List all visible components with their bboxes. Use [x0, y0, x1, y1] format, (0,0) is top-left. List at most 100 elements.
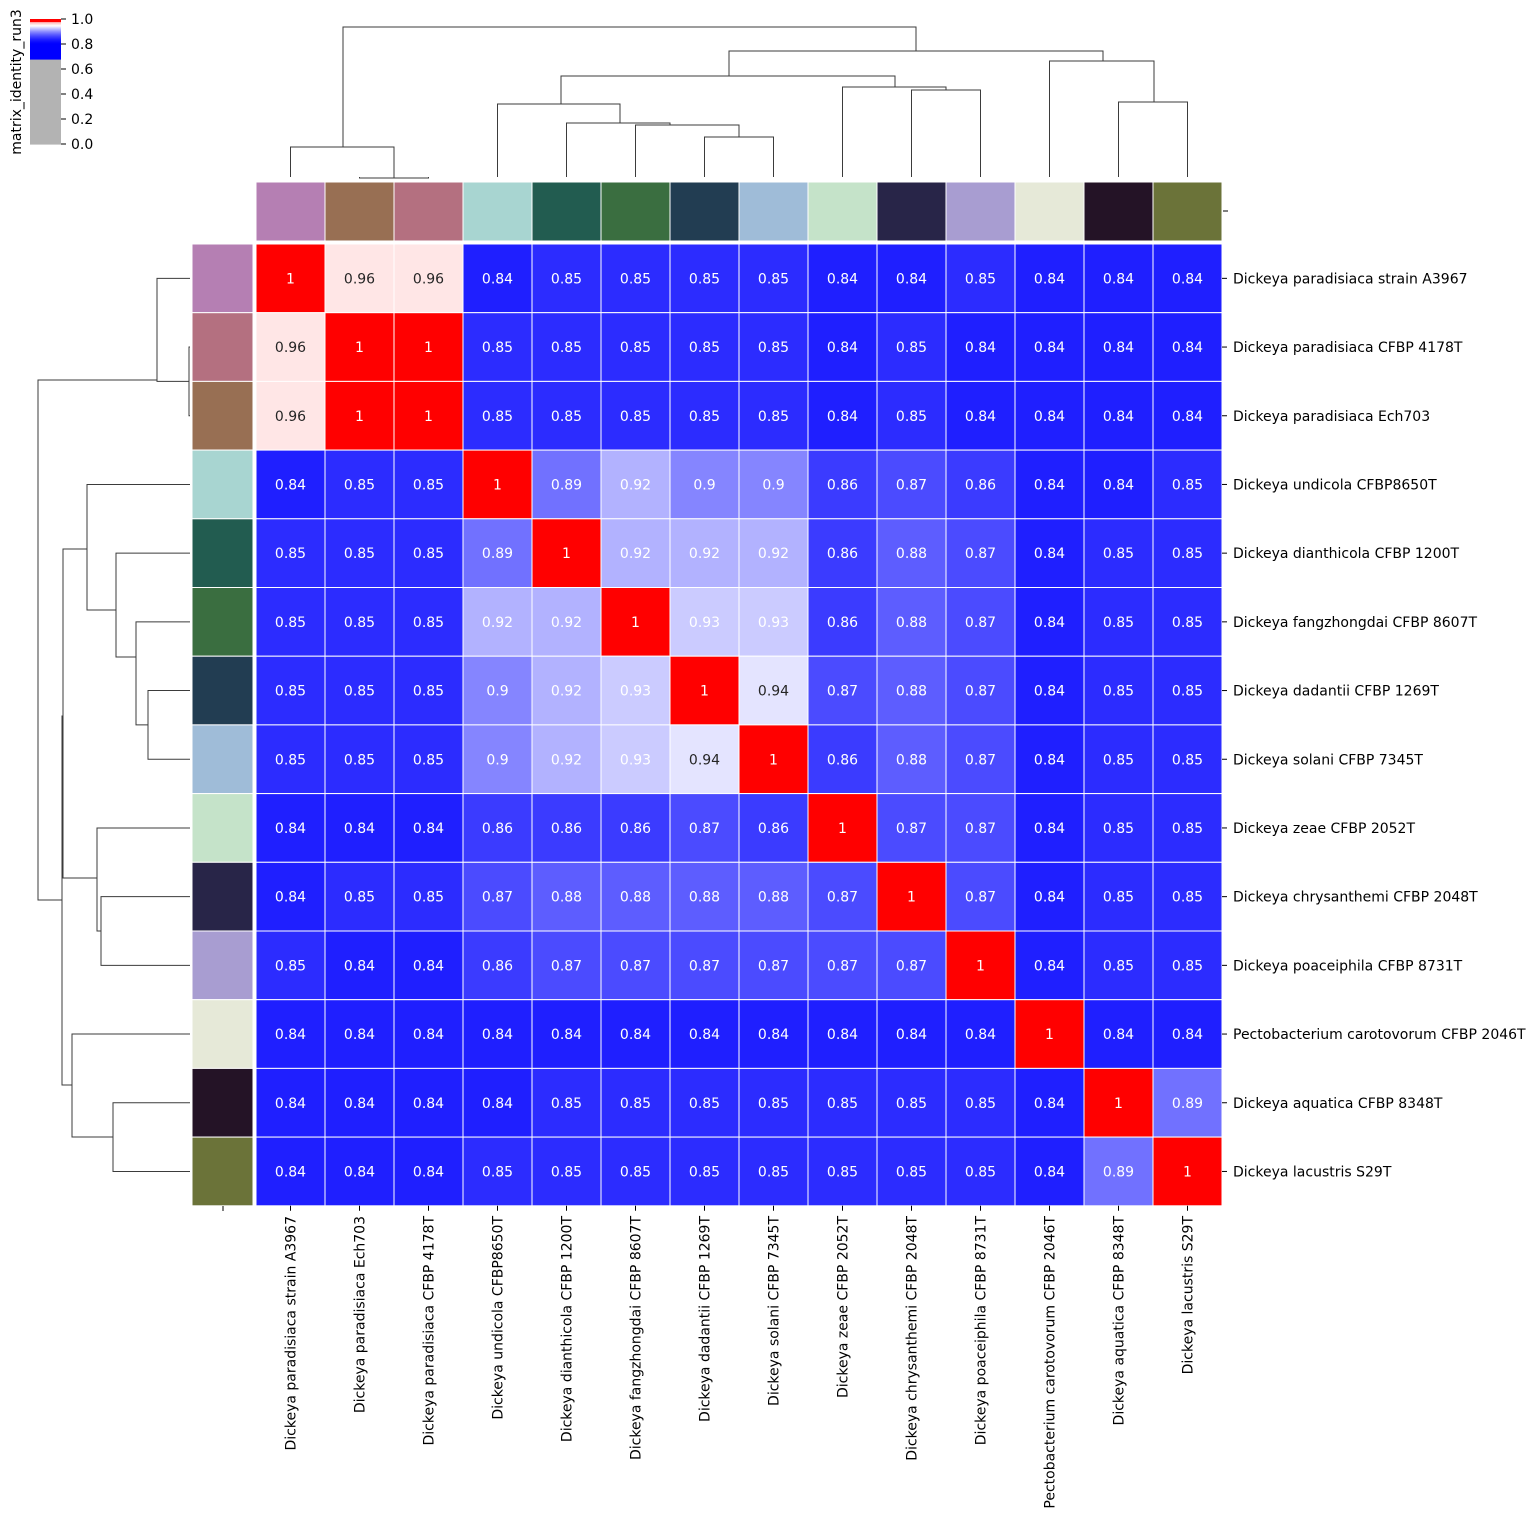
cell-value-label: 0.84: [1034, 890, 1065, 906]
cell-value-label: 0.85: [1103, 958, 1134, 974]
column-color-swatch: [1152, 181, 1223, 242]
column-label: Dickeya zeae CFBP 2052T: [836, 1216, 852, 1398]
row-label: Dickeya dadantii CFBP 1269T: [1233, 684, 1439, 700]
heatmap-cell: [255, 243, 326, 314]
heatmap-cell: [531, 724, 602, 795]
heatmap-cell: [531, 243, 602, 314]
cell-value-label: 0.85: [413, 752, 444, 768]
cell-value-label: 0.89: [1172, 1096, 1203, 1112]
cell-value-label: 1: [424, 340, 433, 356]
cell-value-label: 0.85: [1103, 752, 1134, 768]
column-color-swatch: [738, 181, 809, 242]
heatmap-cell: [600, 793, 671, 863]
cell-value-label: 0.85: [620, 271, 651, 287]
heatmap-cell: [1152, 518, 1223, 588]
cell-value-label: 0.84: [482, 271, 513, 287]
row-label: Pectobacterium carotovorum CFBP 2046T: [1233, 1027, 1526, 1043]
heatmap-cell: [255, 1067, 326, 1138]
row-dendrogram: [37, 277, 190, 1172]
row-color-swatch: [191, 999, 254, 1069]
colorbar-tick-label: 0.4: [71, 87, 93, 103]
cell-value-label: 0.87: [965, 752, 996, 768]
heatmap-cell: [807, 861, 878, 932]
heatmap-cell: [393, 999, 464, 1069]
heatmap-cell: [255, 930, 326, 1001]
heatmap-cell: [1014, 380, 1085, 451]
heatmap-cell: [393, 243, 464, 314]
cell-value-label: 0.85: [275, 958, 306, 974]
cell-value-label: 0.84: [1034, 271, 1065, 287]
cell-value-label: 1: [700, 684, 709, 700]
heatmap-cell: [876, 243, 947, 314]
heatmap-cell: [393, 518, 464, 588]
cell-value-label: 0.84: [1034, 1096, 1065, 1112]
cell-value-label: 0.85: [275, 752, 306, 768]
cell-value-label: 0.85: [620, 1164, 651, 1180]
row-color-swatch: [191, 243, 254, 314]
heatmap-cell: [255, 724, 326, 795]
heatmap-cell: [462, 1067, 533, 1138]
cell-value-label: 0.85: [1172, 477, 1203, 493]
column-color-swatch: [945, 181, 1016, 242]
heatmap-cell: [1014, 243, 1085, 314]
cell-value-label: 0.84: [1103, 271, 1134, 287]
heatmap-cell: [1014, 312, 1085, 382]
heatmap-cell: [807, 243, 878, 314]
heatmap-cell: [1014, 587, 1085, 657]
cell-value-label: 0.85: [1172, 684, 1203, 700]
heatmap-cell: [393, 861, 464, 932]
cell-value-label: 0.84: [275, 477, 306, 493]
cell-value-label: 0.87: [896, 958, 927, 974]
heatmap-cell: [462, 518, 533, 588]
column-dendrogram-link: [342, 26, 917, 147]
cell-value-label: 0.85: [965, 271, 996, 287]
heatmap-cell: [945, 243, 1016, 314]
row-label: Dickeya zeae CFBP 2052T: [1233, 821, 1415, 837]
cell-value-label: 0.87: [965, 821, 996, 837]
column-dendrogram-link: [497, 103, 621, 177]
cell-value-label: 0.84: [275, 1027, 306, 1043]
cell-value-label: 0.85: [344, 752, 375, 768]
row-color-swatch: [191, 1067, 254, 1138]
cell-value-label: 1: [562, 546, 571, 562]
column-label: Dickeya undicola CFBP8650T: [491, 1216, 507, 1420]
cell-value-label: 1: [1114, 1096, 1123, 1112]
cell-value-label: 0.92: [620, 477, 651, 493]
cell-value-label: 1: [355, 409, 364, 425]
column-dendrogram-link: [1049, 60, 1155, 177]
cell-value-label: 0.92: [551, 684, 582, 700]
heatmap-cell: [600, 518, 671, 588]
cell-value-label: 0.86: [758, 821, 789, 837]
row-color-swatch: [191, 518, 254, 588]
cell-value-label: 0.84: [482, 1096, 513, 1112]
heatmap-cell: [876, 312, 947, 382]
cell-value-label: 0.87: [896, 821, 927, 837]
row-color-swatch: [191, 1136, 254, 1207]
heatmap-cell: [669, 930, 740, 1001]
heatmap-cell: [1152, 930, 1223, 1001]
heatmap-cell: [945, 999, 1016, 1069]
heatmap-cell: [531, 449, 602, 520]
row-dendrogram-link: [135, 621, 190, 726]
heatmap-cell: [324, 518, 395, 588]
cell-value-label: 0.85: [413, 477, 444, 493]
cell-value-label: 0.84: [1172, 271, 1203, 287]
cell-value-label: 0.87: [827, 958, 858, 974]
row-dendrogram-link: [100, 896, 190, 966]
row-label: Dickeya lacustris S29T: [1233, 1164, 1392, 1180]
heatmap-cell: [1014, 1136, 1085, 1207]
cell-value-label: 0.85: [482, 340, 513, 356]
heatmap-cell: [807, 518, 878, 588]
row-color-swatch: [191, 724, 254, 795]
heatmap-cell: [807, 1067, 878, 1138]
cell-value-label: 0.86: [827, 615, 858, 631]
cell-value-label: 0.85: [758, 271, 789, 287]
heatmap-cell: [1083, 655, 1154, 726]
heatmap-cell: [531, 518, 602, 588]
heatmap-cell: [669, 380, 740, 451]
column-label: Dickeya lacustris S29T: [1181, 1216, 1197, 1375]
cell-value-label: 0.92: [551, 752, 582, 768]
heatmap-cell: [600, 587, 671, 657]
column-color-swatch: [807, 181, 878, 242]
cell-value-label: 0.85: [344, 477, 375, 493]
